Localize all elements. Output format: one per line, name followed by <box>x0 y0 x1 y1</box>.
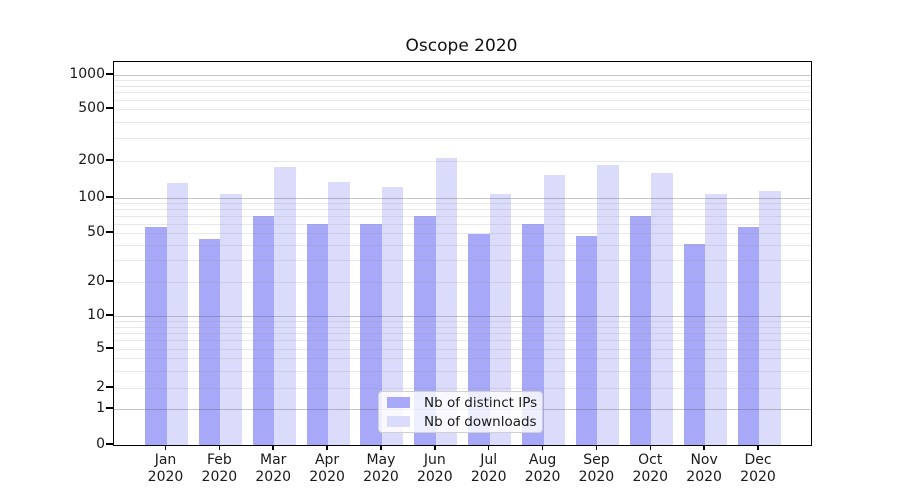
x-tick-mark-jan <box>164 444 167 450</box>
bar-nb-of-distinct-ips-dec-2020 <box>737 227 759 445</box>
legend-swatch-distinct-ips <box>387 397 410 408</box>
bar-nb-of-downloads-nov-2020 <box>705 193 727 445</box>
bar-nb-of-distinct-ips-aug-2020 <box>522 223 544 445</box>
x-tick-label-jun: Jun 2020 <box>416 452 453 485</box>
bar-nb-of-downloads-oct-2020 <box>651 172 673 445</box>
y-tick-mark-10 <box>106 314 113 316</box>
y-tick-label-200: 200 <box>78 152 105 168</box>
x-tick-label-mar: Mar 2020 <box>255 452 292 485</box>
y-tick-label-500: 500 <box>78 100 105 116</box>
y-tick-mark-20 <box>106 280 113 282</box>
bar-nb-of-distinct-ips-may-2020 <box>360 223 382 445</box>
bar-nb-of-distinct-ips-jan-2020 <box>145 227 167 445</box>
y-tick-mark-1000 <box>106 73 113 75</box>
x-tick-label-feb: Feb 2020 <box>201 452 238 485</box>
x-tick-mark-mar <box>272 444 274 450</box>
y-tick-label-0: 0 <box>96 436 105 452</box>
y-tick-label-50: 50 <box>87 224 105 240</box>
bar-nb-of-distinct-ips-mar-2020 <box>252 216 275 445</box>
y-tick-mark-1 <box>106 407 113 409</box>
chart-title: Oscope 2020 <box>405 36 518 56</box>
y-tick-label-100: 100 <box>78 189 105 205</box>
bar-nb-of-distinct-ips-feb-2020 <box>198 238 221 445</box>
bar-nb-of-downloads-apr-2020 <box>328 181 350 445</box>
legend: Nb of distinct IPs Nb of downloads <box>378 391 543 433</box>
x-tick-mark-feb <box>218 444 221 450</box>
x-tick-label-sep: Sep 2020 <box>578 452 615 485</box>
bar-nb-of-downloads-dec-2020 <box>759 191 781 445</box>
legend-row-distinct-ips: Nb of distinct IPs <box>385 394 538 411</box>
x-tick-label-dec: Dec 2020 <box>740 452 776 485</box>
x-tick-mark-nov <box>703 444 705 450</box>
bar-nb-of-distinct-ips-jun-2020 <box>414 216 436 445</box>
x-tick-mark-dec <box>757 444 759 450</box>
legend-label-distinct-ips: Nb of distinct IPs <box>424 394 538 411</box>
bar-nb-of-downloads-jul-2020 <box>489 193 512 445</box>
y-tick-label-5: 5 <box>96 340 105 356</box>
legend-swatch-downloads <box>387 416 410 427</box>
bar-nb-of-downloads-aug-2020 <box>543 174 566 445</box>
x-tick-label-jan: Jan 2020 <box>147 452 184 485</box>
x-tick-label-nov: Nov 2020 <box>686 452 722 485</box>
y-tick-mark-2 <box>106 386 113 388</box>
y-tick-mark-500 <box>106 107 113 109</box>
y-tick-mark-100 <box>106 196 113 198</box>
legend-label-downloads: Nb of downloads <box>424 413 537 430</box>
x-tick-mark-oct <box>649 444 652 450</box>
bar-nb-of-distinct-ips-sep-2020 <box>575 236 598 445</box>
y-tick-mark-0 <box>106 443 113 445</box>
y-tick-label-1: 1 <box>96 400 105 416</box>
bar-nb-of-distinct-ips-apr-2020 <box>306 223 329 445</box>
x-tick-label-aug: Aug 2020 <box>524 452 561 485</box>
y-tick-label-2: 2 <box>96 379 105 395</box>
legend-row-downloads: Nb of downloads <box>385 413 537 430</box>
y-tick-label-1000: 1000 <box>69 66 105 82</box>
bar-nb-of-downloads-sep-2020 <box>597 165 619 445</box>
y-tick-mark-5 <box>106 347 113 349</box>
x-tick-mark-aug <box>541 444 544 450</box>
x-tick-mark-jul <box>487 444 490 450</box>
bar-nb-of-downloads-mar-2020 <box>274 166 296 445</box>
x-tick-label-jul: Jul 2020 <box>470 452 507 485</box>
x-tick-mark-apr <box>326 444 328 450</box>
bar-nb-of-downloads-jan-2020 <box>166 182 188 445</box>
bar-nb-of-downloads-jun-2020 <box>435 158 458 445</box>
bar-nb-of-distinct-ips-nov-2020 <box>683 243 706 445</box>
y-tick-label-20: 20 <box>87 273 105 289</box>
plot-area <box>113 61 812 446</box>
bar-nb-of-downloads-may-2020 <box>381 186 404 445</box>
x-tick-label-oct: Oct 2020 <box>632 452 669 485</box>
x-tick-mark-jun <box>434 444 436 450</box>
x-tick-label-apr: Apr 2020 <box>309 452 345 485</box>
bars-layer <box>114 62 811 445</box>
x-tick-label-may: May 2020 <box>363 452 399 485</box>
y-tick-mark-200 <box>106 159 113 161</box>
x-tick-mark-sep <box>595 444 598 450</box>
y-tick-mark-50 <box>106 231 113 233</box>
y-tick-label-10: 10 <box>87 307 105 323</box>
bar-nb-of-distinct-ips-oct-2020 <box>629 216 652 445</box>
bar-nb-of-downloads-feb-2020 <box>220 193 242 445</box>
x-tick-mark-may <box>380 444 382 450</box>
